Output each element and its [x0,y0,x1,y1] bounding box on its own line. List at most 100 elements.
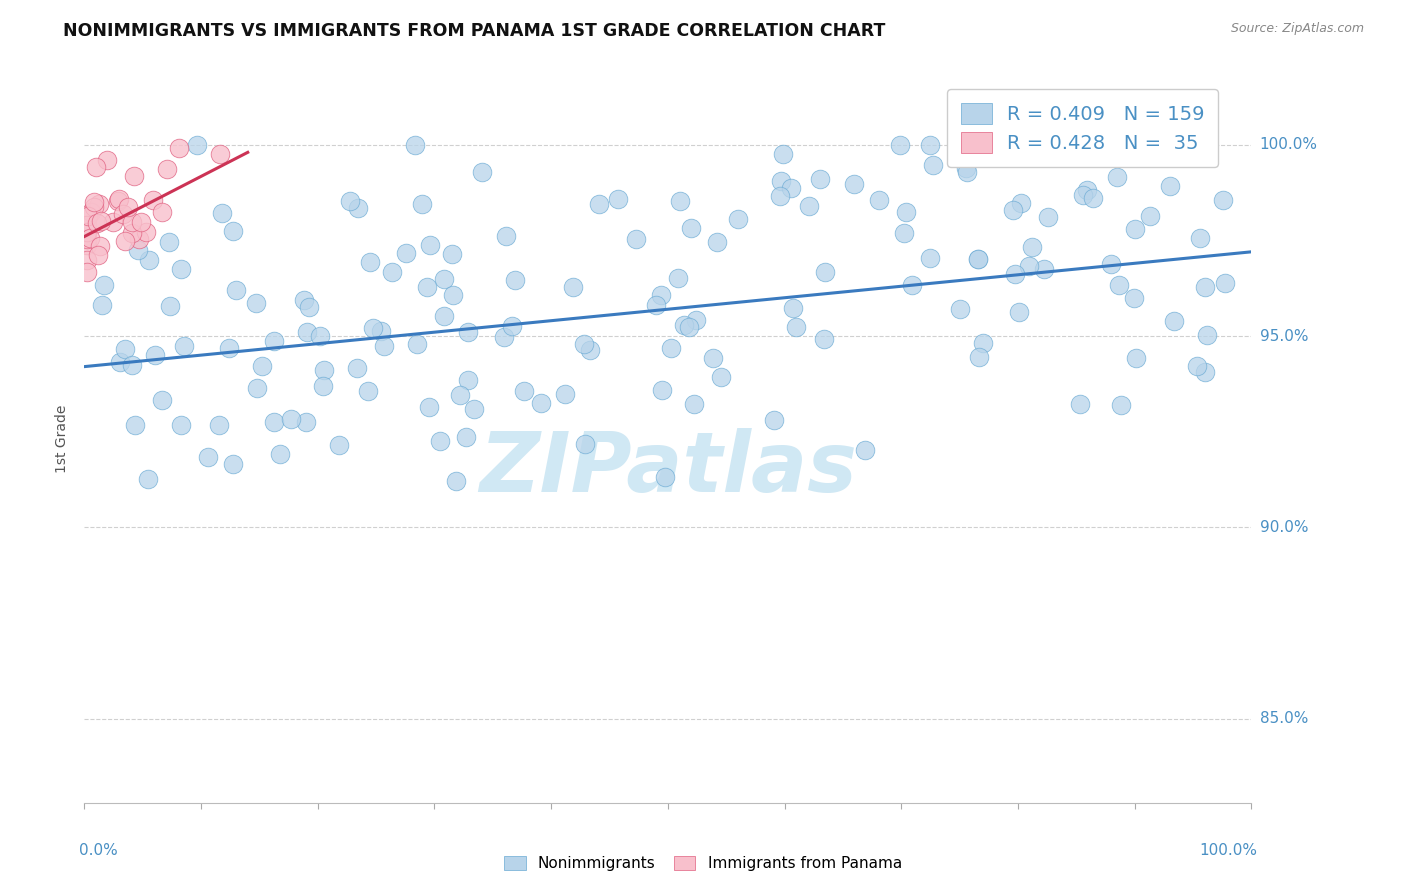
Point [1076,183,1098,197]
Point [294,415,316,429]
Point [76,265,98,279]
Point [419,237,441,252]
Point [457,373,479,387]
Point [76,253,98,268]
Point [900,277,922,292]
Point [83,194,105,209]
Point [983,137,1005,152]
Point [346,202,368,216]
Point [114,342,136,356]
Point [779,180,801,194]
Point [727,212,749,227]
Point [967,252,990,267]
Point [1105,169,1128,184]
Point [136,472,159,486]
Point [103,215,125,229]
Point [454,430,477,444]
Point [624,232,647,246]
Point [769,189,792,203]
Point [1213,277,1236,291]
Point [429,434,451,448]
Point [495,229,517,244]
Point [1069,397,1091,411]
Point [361,320,384,334]
Text: 100.0%: 100.0% [1199,843,1257,858]
Point [76,232,98,246]
Point [782,301,804,315]
Text: NONIMMIGRANTS VS IMMIGRANTS FROM PANAMA 1ST GRADE CORRELATION CHART: NONIMMIGRANTS VS IMMIGRANTS FROM PANAMA … [63,22,886,40]
Point [298,300,321,314]
Point [404,137,426,152]
Point [1004,267,1026,281]
Point [124,417,146,432]
Point [1197,327,1219,342]
Point [346,361,368,376]
Point [373,339,395,353]
Point [1173,137,1195,152]
Point [433,272,456,286]
Point [853,442,876,457]
Point [1109,398,1132,412]
Text: ZIPatlas: ZIPatlas [479,428,856,509]
Point [1071,188,1094,202]
Point [1108,277,1130,292]
Point [1021,240,1043,254]
Point [772,147,794,161]
Point [138,252,160,267]
Point [574,436,596,450]
Point [309,328,332,343]
Point [370,324,392,338]
Point [328,437,350,451]
Point [152,393,174,408]
Point [894,205,917,219]
Point [143,348,166,362]
Point [1036,210,1059,224]
Point [114,234,136,248]
Point [1032,261,1054,276]
Point [579,343,602,357]
Point [77,209,100,223]
Point [142,194,165,208]
Point [159,299,181,313]
Point [492,330,515,344]
Point [1081,191,1104,205]
Point [1149,137,1171,152]
Point [449,387,471,401]
Legend: Nonimmigrants, Immigrants from Panama: Nonimmigrants, Immigrants from Panama [498,849,908,877]
Point [89,239,111,253]
Point [312,379,335,393]
Point [167,141,190,155]
Point [501,319,523,334]
Point [1159,178,1181,193]
Point [685,313,707,327]
Point [186,137,208,152]
Point [395,245,418,260]
Point [83,200,105,214]
Legend: R = 0.409   N = 159, R = 0.428   N =  35: R = 0.409 N = 159, R = 0.428 N = 35 [946,89,1218,167]
Point [922,158,945,172]
Point [86,216,108,230]
Point [157,235,180,249]
Point [127,243,149,257]
Point [666,271,689,285]
Point [1002,202,1025,217]
Point [554,387,576,401]
Point [197,450,219,464]
Point [457,325,479,339]
Point [1123,222,1146,236]
Point [1194,365,1216,379]
Point [1008,305,1031,319]
Point [678,320,700,334]
Point [1010,137,1032,152]
Point [710,370,733,384]
Point [955,161,977,175]
Point [433,310,456,324]
Point [173,339,195,353]
Point [411,196,433,211]
Point [93,278,115,293]
Point [1163,314,1185,328]
Point [669,194,692,209]
Point [956,165,979,179]
Point [135,226,157,240]
Point [280,412,302,426]
